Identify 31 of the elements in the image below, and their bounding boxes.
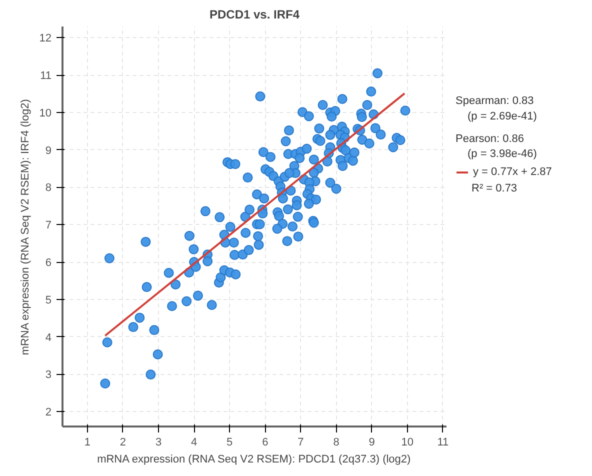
text: (p = 2.69e-41) <box>468 110 537 122</box>
y-tick-label: 9 <box>45 144 52 157</box>
text: Spearman: 0.83 <box>456 95 534 108</box>
y-axis-title: mRNA expression (RNA Seq V2 RSEM): IRF4 (log2) <box>19 99 32 356</box>
y-tick-label: 3 <box>45 369 52 382</box>
text: Pearson: 0.86 <box>456 132 524 145</box>
x-tick-label: 4 <box>190 436 198 448</box>
x-tick-label: 8 <box>333 436 340 448</box>
y-tick-label: 11 <box>40 70 52 82</box>
y-tick-label: 5 <box>45 294 52 306</box>
x-tick-label: 10 <box>401 436 414 448</box>
x-tick-label: 2 <box>120 436 126 448</box>
legend-label: y = 0.77x + 2.87 <box>473 166 552 178</box>
text: (p = 3.98e-46) <box>468 148 537 160</box>
x-tick-label: 5 <box>226 436 233 448</box>
y-tick-label: 6 <box>45 257 52 270</box>
x-tick-label: 6 <box>262 436 268 448</box>
y-tick-label: 12 <box>39 32 52 45</box>
y-tick-label: 10 <box>39 107 52 120</box>
y-tick-label: 8 <box>45 182 52 194</box>
x-tick-label: 1 <box>84 436 90 448</box>
text: R² = 0.73 <box>472 182 518 195</box>
chart-title: PDCD1 vs. IRF4 <box>209 8 300 22</box>
x-tick-label: 7 <box>298 436 304 448</box>
y-tick-label: 2 <box>45 406 52 419</box>
x-tick-label: 3 <box>155 436 162 448</box>
y-tick-label: 7 <box>45 220 52 232</box>
x-axis-title: mRNA expression (RNA Seq V2 RSEM): PDCD1 (2q37.3) (log2) <box>97 454 411 466</box>
x-tick-label: 11 <box>437 436 449 448</box>
x-tick-label: 9 <box>368 436 375 448</box>
y-tick-label: 4 <box>45 332 52 344</box>
